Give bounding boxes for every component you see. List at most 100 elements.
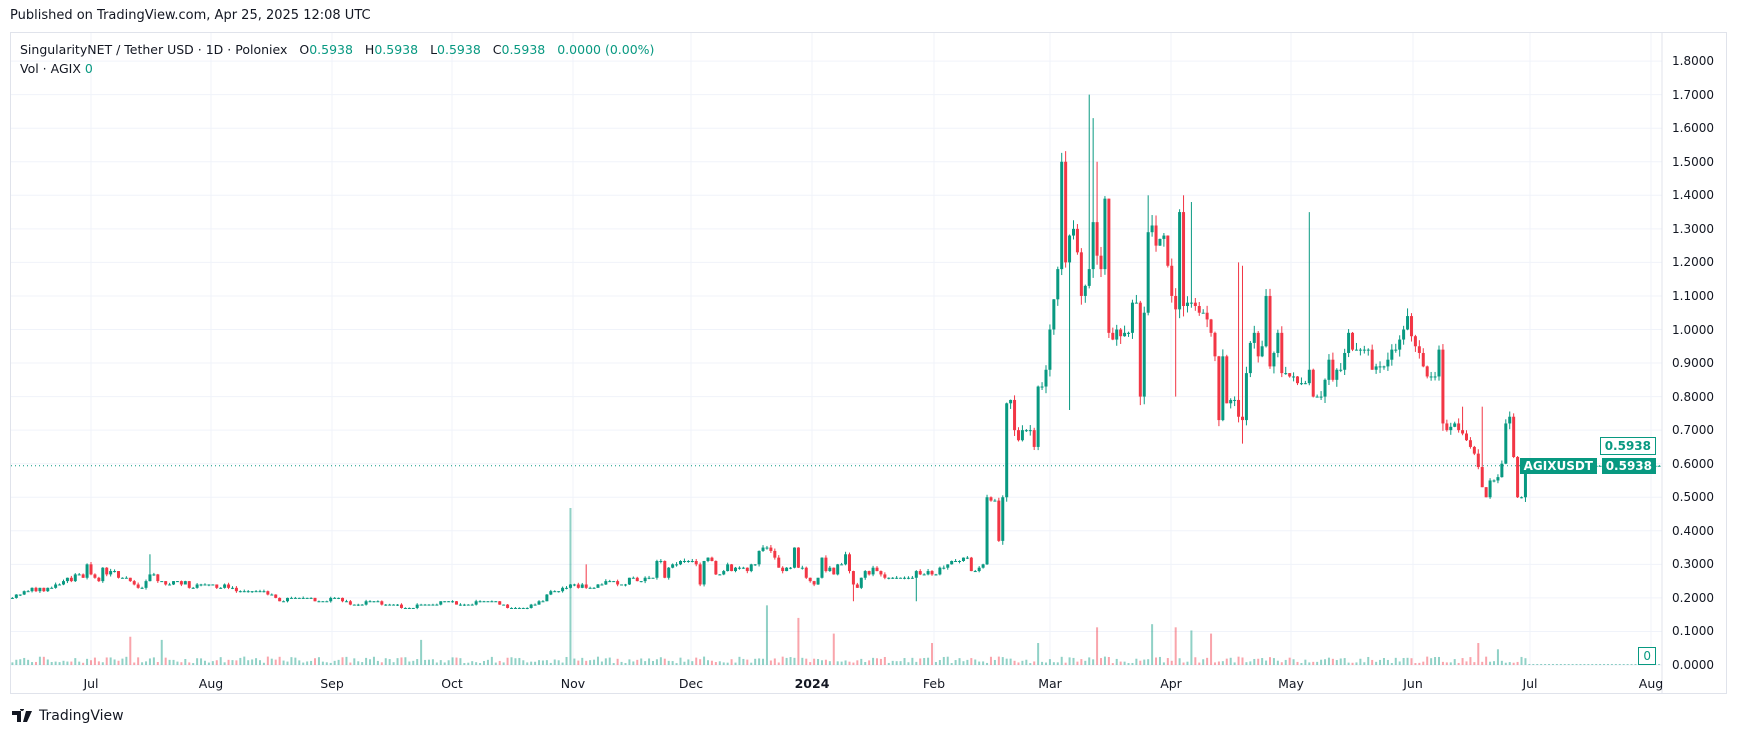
candle-body <box>242 591 246 593</box>
candle-body <box>356 604 360 606</box>
candle-body <box>490 601 494 603</box>
time-tick-label: Feb <box>922 676 946 691</box>
candle-body <box>1193 302 1197 307</box>
volume-bar <box>1363 662 1366 665</box>
volume-bar <box>1351 662 1354 665</box>
volume-bar <box>223 662 226 665</box>
candle-body <box>305 597 309 599</box>
volume-bar <box>145 661 148 665</box>
volume-label[interactable]: Vol · AGIX <box>20 61 81 76</box>
high-value: 0.5938 <box>374 42 419 57</box>
candle-body <box>899 577 903 579</box>
candle-body <box>1016 430 1020 441</box>
candle-body <box>282 601 286 603</box>
volume-bar <box>1465 661 1468 665</box>
volume-bar <box>1001 657 1004 665</box>
volume-bar <box>1213 662 1216 665</box>
candle-body <box>616 581 620 585</box>
candle-body <box>875 567 879 572</box>
volume-bar <box>463 662 466 665</box>
candle-body <box>1099 255 1103 270</box>
candle-body <box>655 560 659 578</box>
candle-body <box>1351 332 1355 350</box>
volume-bar <box>404 657 407 665</box>
candle-body <box>407 607 411 609</box>
volume-bar <box>1198 662 1201 665</box>
candle-body <box>219 587 223 589</box>
candle-body <box>918 571 922 575</box>
volume-bar <box>1308 662 1311 665</box>
volume-bar <box>1658 664 1661 665</box>
volume-bar <box>1221 661 1224 665</box>
volume-bar <box>1241 657 1244 665</box>
candle-body <box>160 581 164 583</box>
candle-body <box>671 564 675 568</box>
volume-bar <box>196 658 199 665</box>
volume-bar <box>946 656 949 665</box>
volume-bar <box>282 660 285 665</box>
candle-body <box>1060 161 1064 270</box>
volume-bar <box>1394 657 1397 665</box>
candle-body <box>1378 366 1382 368</box>
candle-body <box>1315 396 1319 398</box>
volume-bar <box>34 661 37 665</box>
volume-bar <box>1170 660 1173 665</box>
volume-bar <box>659 657 662 665</box>
volume-bar <box>1206 657 1209 665</box>
volume-bar <box>793 657 796 665</box>
candle-body <box>1311 369 1315 397</box>
candle-body <box>1394 349 1398 351</box>
volume-bar <box>1288 657 1291 665</box>
candle-body <box>1465 433 1468 441</box>
volume-bar <box>321 661 324 665</box>
volume-bar <box>1029 663 1032 665</box>
volume-bar <box>707 660 710 665</box>
candle-body <box>600 584 604 586</box>
candle-body <box>1288 373 1292 377</box>
volume-bar <box>883 656 886 665</box>
candle-body <box>1091 222 1095 270</box>
volume-bar <box>1123 661 1126 665</box>
symbol-title[interactable]: SingularityNET / Tether USD · 1D · Polon… <box>20 42 288 57</box>
candle-body <box>1189 302 1193 304</box>
volume-bar <box>1131 662 1134 665</box>
candle-body <box>1445 423 1449 431</box>
candle-body <box>1441 349 1445 424</box>
candle-body <box>572 584 576 586</box>
candle-body <box>1205 312 1209 320</box>
volume-bar <box>93 657 96 665</box>
volume-bar <box>1473 662 1476 665</box>
price-tick-label: 1.4000 <box>1672 188 1714 203</box>
volume-bar <box>1292 659 1295 665</box>
candle-body <box>1327 359 1331 380</box>
volume-bar <box>1096 627 1099 665</box>
candle-body <box>1036 386 1040 447</box>
volume-bar <box>1013 660 1016 665</box>
volume-bar <box>431 659 434 665</box>
volume-bar <box>1382 658 1385 665</box>
candle-body <box>867 571 871 575</box>
volume-bar <box>298 660 301 665</box>
volume-bar <box>125 656 128 665</box>
candle-body <box>741 567 745 569</box>
candle-body <box>227 584 231 588</box>
volume-bar <box>1111 663 1114 665</box>
candle-body <box>1292 376 1296 378</box>
candle-body <box>796 547 800 568</box>
candle-body <box>1437 349 1441 377</box>
volume-bar <box>1316 661 1319 665</box>
volume-bar <box>1005 658 1008 665</box>
candle-body <box>832 567 836 575</box>
volume-bar <box>164 657 167 665</box>
volume-bar <box>1536 664 1539 665</box>
volume-bar <box>11 662 14 665</box>
candle-body <box>69 577 73 582</box>
candle-body <box>922 574 926 576</box>
volume-bar <box>341 657 344 665</box>
volume-bar <box>227 659 230 665</box>
volume-bar <box>109 657 112 665</box>
volume-bar <box>290 657 293 665</box>
tradingview-logo[interactable]: TradingView <box>12 708 124 724</box>
volume-bar <box>518 657 521 665</box>
